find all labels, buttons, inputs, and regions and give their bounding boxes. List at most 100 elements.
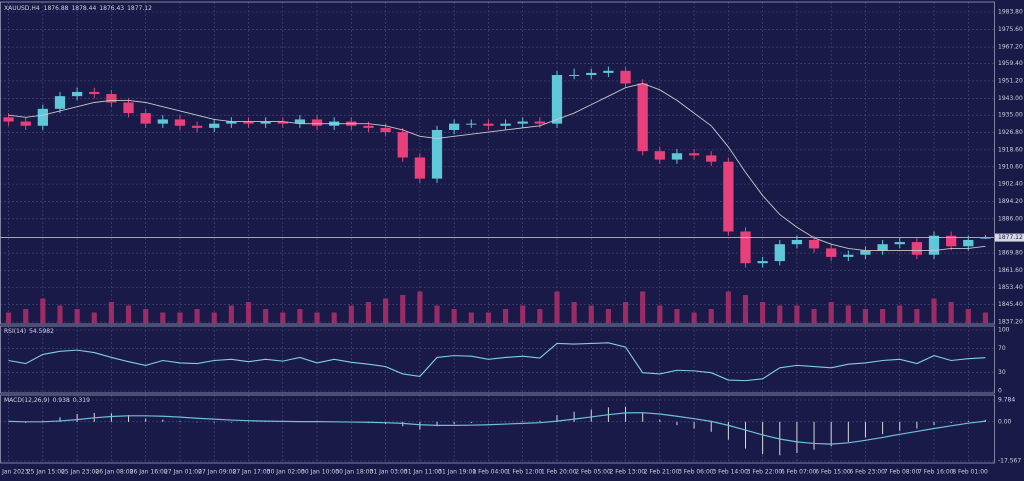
last-low: 1876.43 xyxy=(99,5,124,12)
y-tick-label: 1894.20 xyxy=(998,198,1023,205)
macd-bar xyxy=(145,418,147,422)
volume-bar xyxy=(40,298,46,323)
candle-body xyxy=(260,121,271,124)
macd-bar xyxy=(436,421,438,427)
last-price-label: 1877.12 xyxy=(998,234,1023,241)
volume-bar xyxy=(91,312,97,323)
moving-average xyxy=(8,82,986,251)
x-tick-label: 2 Feb 21:00 xyxy=(644,469,680,476)
volume-bar xyxy=(451,309,457,323)
volume-bar xyxy=(434,305,440,323)
y-tick-label: 1837.20 xyxy=(998,319,1023,326)
candle-body xyxy=(894,242,905,245)
candle-body xyxy=(551,75,563,124)
macd-bar xyxy=(967,420,969,422)
y-tick-label: 30 xyxy=(998,369,1006,376)
volume-bar xyxy=(862,309,869,323)
y-tick-label: 1886.00 xyxy=(998,215,1023,222)
candle-body xyxy=(808,239,820,249)
candle-body xyxy=(294,119,306,124)
y-tick-label: 1943.00 xyxy=(998,95,1023,102)
macd-bar xyxy=(162,419,164,422)
macd-bar xyxy=(590,409,592,422)
macd-header: MACD(12,26,9) 0.938 0.319 xyxy=(4,397,90,404)
y-tick-label: 0 xyxy=(998,388,1002,395)
candle-body xyxy=(483,123,494,126)
macd-bar xyxy=(76,414,78,422)
candle-body xyxy=(277,121,288,124)
volume-bar xyxy=(742,295,749,323)
macd-pane-frame xyxy=(0,394,995,464)
volume-bar xyxy=(605,309,611,323)
rsi-last: 54.5982 xyxy=(29,328,54,335)
x-tick-label: 30 Jan 10:00 xyxy=(301,469,339,476)
volume-bar xyxy=(845,305,851,323)
macd-bar xyxy=(710,421,712,432)
y-tick-label: 1845.40 xyxy=(998,301,1023,308)
y-tick-label: 1910.60 xyxy=(998,163,1023,170)
volume-bar xyxy=(931,298,937,323)
macd-bar xyxy=(110,413,112,422)
candle-body xyxy=(466,123,477,125)
volume-bar xyxy=(417,291,423,323)
candle-body xyxy=(243,121,254,124)
macd-bar xyxy=(727,421,729,440)
volume-bar xyxy=(657,305,663,323)
volume-bar xyxy=(588,305,594,323)
candle-body xyxy=(380,127,391,133)
x-tick-label: 2 Feb 05:00 xyxy=(575,469,611,476)
rsi-pane-frame xyxy=(0,325,995,394)
x-tick-label: 31 Jan 19:00 xyxy=(438,469,476,476)
macd-last: 0.938 xyxy=(53,397,70,404)
volume-bar xyxy=(537,309,543,323)
candle-body xyxy=(826,248,837,257)
volume-bar xyxy=(194,309,200,323)
y-tick-label: 1983.80 xyxy=(998,9,1023,16)
candle-body xyxy=(654,151,665,160)
x-tick-label: 6 Feb 15:00 xyxy=(815,469,851,476)
x-tick-label: 3 Feb 22:00 xyxy=(747,469,783,476)
y-tick-label: 1853.40 xyxy=(998,284,1023,291)
rsi-line xyxy=(8,342,986,382)
volume-bar xyxy=(554,291,560,323)
candle-body xyxy=(226,121,237,124)
candle-body xyxy=(774,244,785,262)
macd-bar xyxy=(847,421,849,442)
x-tick-label: 25 Jan 23:00 xyxy=(61,469,99,476)
mark-layer xyxy=(0,66,994,456)
volume-bar xyxy=(177,312,183,323)
macd-bar xyxy=(882,421,884,435)
macd-bar xyxy=(693,421,695,429)
last-close: 1877.12 xyxy=(127,5,152,12)
candle-body xyxy=(500,123,511,126)
x-tick-label: 1 Feb 20:00 xyxy=(541,469,577,476)
macd-bar xyxy=(796,421,798,454)
last-open: 1876.88 xyxy=(44,5,69,12)
volume-bar xyxy=(640,291,646,323)
macd-bar xyxy=(642,412,644,422)
macd-bar xyxy=(128,415,130,422)
candle-body xyxy=(534,121,545,124)
candle-body xyxy=(517,121,528,124)
candle-body xyxy=(431,129,443,179)
volume-bar xyxy=(143,309,149,323)
macd-bar xyxy=(213,421,215,423)
volume-bar xyxy=(245,302,252,323)
candle-body xyxy=(363,125,374,128)
candle-body xyxy=(71,91,83,97)
grid-layer xyxy=(0,2,994,463)
x-tick-label: 25 Jan 2023 xyxy=(0,469,29,476)
x-tick-label: 31 Jan 03:00 xyxy=(370,469,408,476)
macd-bar xyxy=(864,421,866,438)
volume-bar xyxy=(400,295,406,323)
candle-body xyxy=(157,119,168,124)
macd-bar xyxy=(625,406,627,422)
candle-body xyxy=(706,155,717,162)
volume-bar xyxy=(502,309,509,323)
volume-bar xyxy=(297,309,303,323)
y-tick-label: -17.567 xyxy=(998,458,1021,465)
macd-bar xyxy=(830,421,832,447)
volume-bar xyxy=(982,312,989,323)
x-tick-label: 7 Feb 08:00 xyxy=(884,469,920,476)
